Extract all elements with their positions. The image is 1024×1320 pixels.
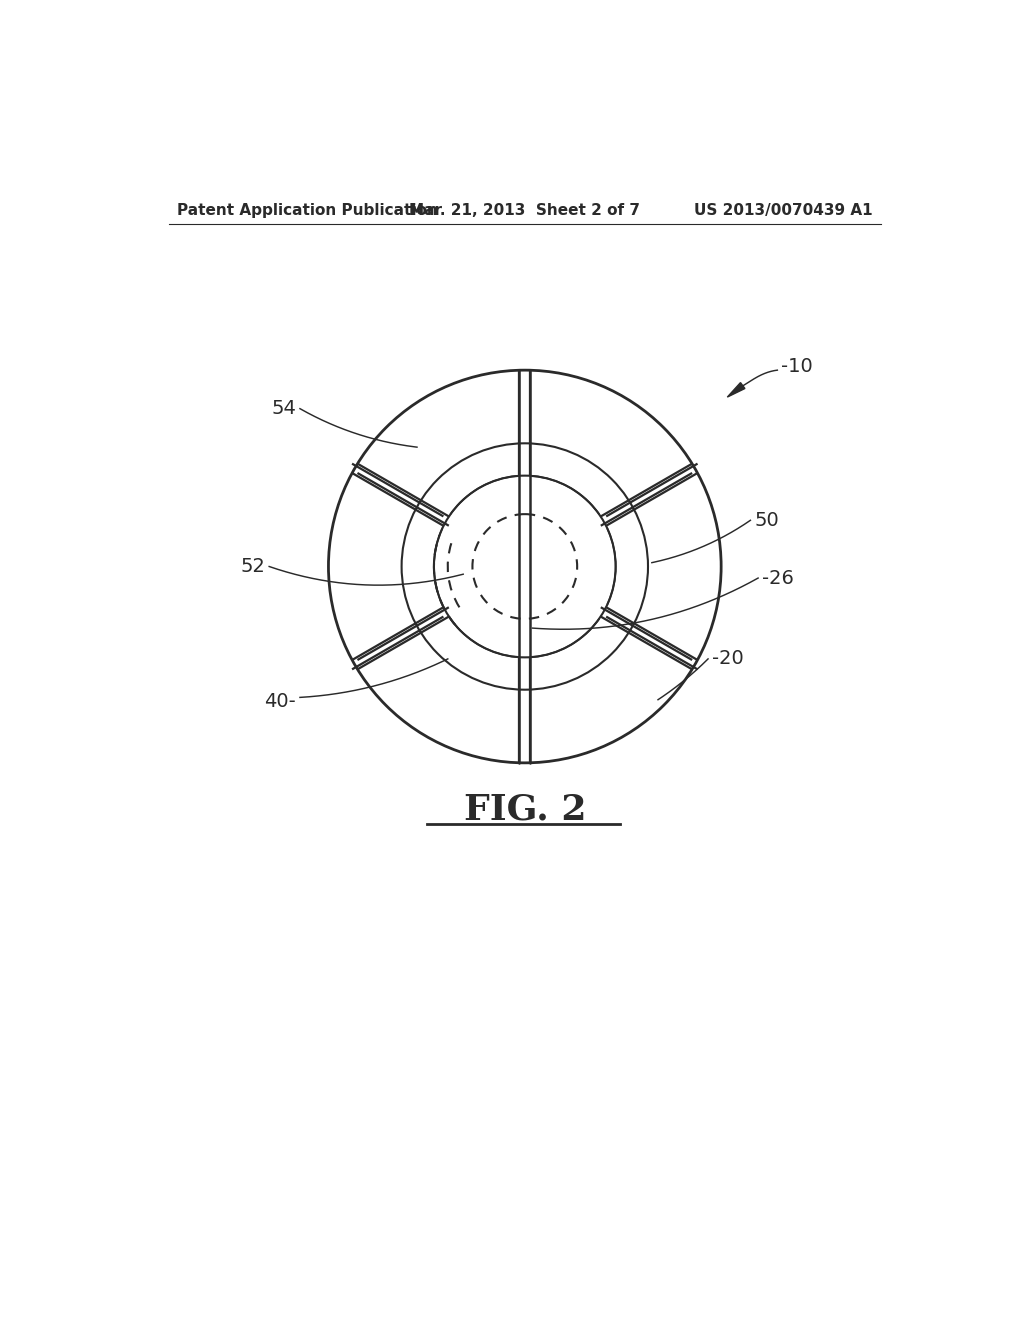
Text: -10: -10 (781, 356, 813, 376)
Text: -26: -26 (762, 569, 794, 587)
Polygon shape (727, 383, 744, 397)
Text: 54: 54 (271, 399, 296, 418)
Text: 40-: 40- (264, 692, 296, 710)
Text: Mar. 21, 2013  Sheet 2 of 7: Mar. 21, 2013 Sheet 2 of 7 (410, 203, 640, 218)
Text: Patent Application Publication: Patent Application Publication (177, 203, 437, 218)
Text: 50: 50 (755, 511, 779, 529)
Text: US 2013/0070439 A1: US 2013/0070439 A1 (694, 203, 872, 218)
Text: -20: -20 (712, 649, 743, 668)
Text: 52: 52 (241, 557, 265, 576)
Text: FIG. 2: FIG. 2 (464, 792, 586, 826)
